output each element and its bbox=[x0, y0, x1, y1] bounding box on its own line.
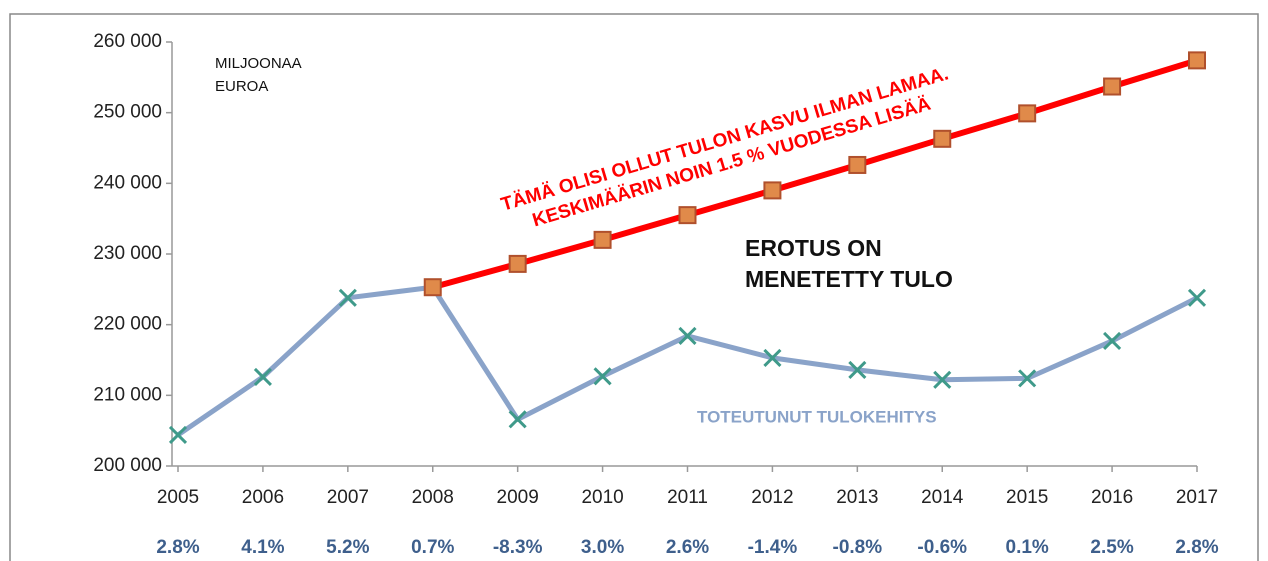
marker bbox=[508, 410, 527, 429]
unit-label: MILJOONAA bbox=[215, 55, 302, 72]
growth-label: 2.8% bbox=[156, 537, 199, 558]
marker-cross bbox=[508, 410, 527, 429]
growth-label: 0.1% bbox=[1006, 537, 1049, 558]
x-tick-label: 2015 bbox=[1006, 487, 1048, 508]
x-tick-label: 2009 bbox=[497, 487, 539, 508]
marker-cross bbox=[1018, 369, 1037, 388]
x-tick-label: 2013 bbox=[836, 487, 878, 508]
x-tick-label: 2014 bbox=[921, 487, 964, 508]
marker bbox=[593, 230, 612, 249]
marker bbox=[1018, 104, 1037, 123]
marker bbox=[1103, 77, 1122, 96]
x-tick-label: 2006 bbox=[242, 487, 284, 508]
marker bbox=[763, 181, 782, 200]
y-tick-label: 210 000 bbox=[93, 384, 162, 405]
series-label: TOTEUTUNUT TULOKEHITYS bbox=[697, 407, 937, 426]
marker bbox=[168, 425, 188, 444]
y-tick-label: 240 000 bbox=[93, 172, 162, 193]
series-line bbox=[176, 284, 1199, 437]
marker bbox=[593, 367, 612, 386]
marker-cross bbox=[678, 326, 697, 346]
marker bbox=[678, 206, 697, 225]
marker bbox=[1187, 288, 1207, 307]
x-tick-label: 2016 bbox=[1091, 487, 1133, 508]
marker bbox=[848, 155, 867, 174]
marker-cross bbox=[1103, 331, 1122, 350]
x-tick-label: 2005 bbox=[157, 487, 199, 508]
growth-label: -0.6% bbox=[917, 537, 967, 558]
marker-cross bbox=[168, 425, 188, 444]
growth-label: 0.7% bbox=[411, 537, 454, 558]
marker bbox=[1188, 51, 1206, 70]
x-tick-label: 2007 bbox=[327, 487, 369, 508]
marker-cross bbox=[848, 360, 867, 379]
growth-label: -1.4% bbox=[748, 537, 798, 558]
unit-label: EUROA bbox=[215, 78, 268, 95]
marker bbox=[848, 360, 867, 379]
growth-label: -8.3% bbox=[493, 537, 543, 558]
x-tick-label: 2017 bbox=[1176, 487, 1218, 508]
y-tick-label: 250 000 bbox=[93, 102, 162, 123]
growth-label: 2.8% bbox=[1175, 537, 1218, 558]
marker bbox=[423, 278, 442, 297]
marker bbox=[253, 367, 272, 387]
frame bbox=[9, 13, 1259, 561]
marker bbox=[763, 348, 782, 367]
marker bbox=[338, 288, 357, 307]
marker-cross bbox=[593, 367, 612, 386]
growth-label: 3.0% bbox=[581, 537, 624, 558]
x-tick-label: 2008 bbox=[412, 487, 454, 508]
marker-cross bbox=[763, 348, 782, 367]
marker bbox=[933, 129, 952, 148]
red-note-line: TÄMÄ OLISI OLLUT TULON KASVU ILMAN LAMAA… bbox=[499, 63, 951, 215]
marker-cross bbox=[933, 370, 952, 389]
y-tick-label: 200 000 bbox=[93, 455, 162, 476]
marker bbox=[1018, 369, 1037, 388]
growth-label: -0.8% bbox=[833, 537, 883, 558]
growth-label: 2.5% bbox=[1090, 537, 1133, 558]
growth-label: 5.2% bbox=[326, 537, 369, 558]
gap-note: EROTUS ON bbox=[745, 235, 882, 261]
marker-cross bbox=[338, 288, 357, 307]
y-tick-label: 260 000 bbox=[93, 31, 162, 52]
marker bbox=[508, 254, 527, 273]
marker bbox=[678, 326, 697, 346]
y-tick-label: 230 000 bbox=[93, 243, 162, 264]
x-tick-label: 2012 bbox=[751, 487, 793, 508]
marker-cross bbox=[253, 367, 272, 387]
x-tick-label: 2011 bbox=[667, 487, 708, 508]
gap-note: MENETETTY TULO bbox=[745, 266, 953, 292]
marker bbox=[1103, 331, 1122, 350]
marker bbox=[933, 370, 952, 389]
y-tick-label: 220 000 bbox=[93, 314, 162, 335]
x-tick-label: 2010 bbox=[581, 487, 623, 508]
growth-label: 4.1% bbox=[241, 537, 284, 558]
marker-cross bbox=[1187, 288, 1207, 307]
red-note: TÄMÄ OLISI OLLUT TULON KASVU ILMAN LAMAA… bbox=[499, 63, 951, 231]
series-line bbox=[431, 57, 1198, 291]
growth-label: 2.6% bbox=[666, 537, 709, 558]
